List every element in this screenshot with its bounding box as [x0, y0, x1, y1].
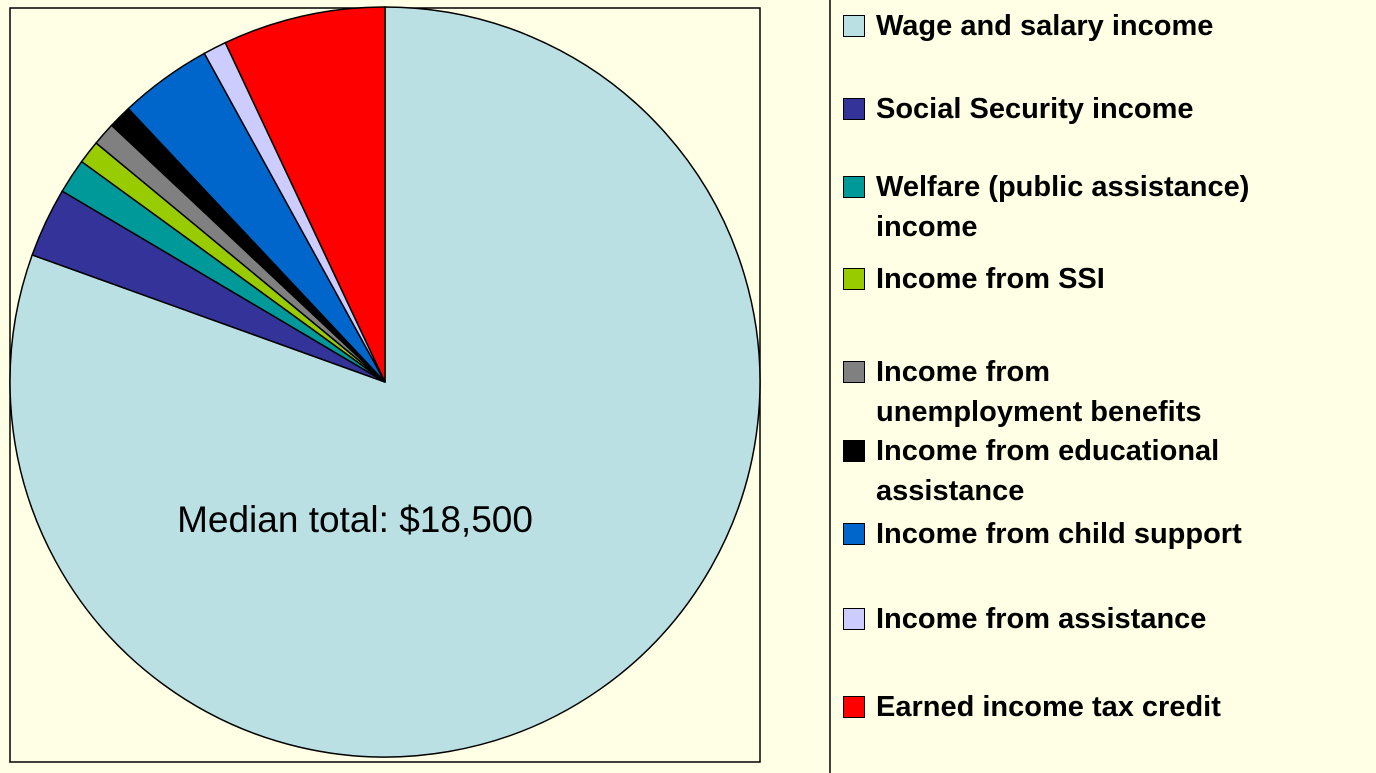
legend-swatch: [843, 696, 865, 718]
legend-item: Social Security income: [843, 89, 1376, 129]
legend-item: Income from SSI: [843, 259, 1376, 299]
legend-swatch: [843, 98, 865, 120]
legend-label: Income from unemployment benefits: [876, 356, 1202, 428]
legend-label: Income from SSI: [876, 263, 1105, 295]
legend-label: Wage and salary income: [876, 10, 1214, 42]
legend-item: Income from educational assistance: [843, 431, 1376, 511]
legend-label: Income from educational assistance: [876, 435, 1220, 507]
legend-label: Earned income tax credit: [876, 691, 1221, 723]
legend-label: Income from child support: [876, 518, 1242, 550]
legend-item: Wage and salary income: [843, 6, 1376, 46]
legend-item: Earned income tax credit: [843, 687, 1376, 727]
pie-slice: [9, 6, 761, 758]
legend-label: Income from assistance: [876, 603, 1207, 635]
annotation: Median total: $18,500: [177, 499, 533, 540]
legend-swatch: [843, 440, 865, 462]
legend-swatch: [843, 176, 865, 198]
legend-swatch: [843, 15, 865, 37]
legend-item: Welfare (public assistance) income: [843, 167, 1376, 247]
legend-swatch: [843, 361, 865, 383]
legend-swatch: [843, 608, 865, 630]
legend-label: Social Security income: [876, 93, 1194, 125]
legend-swatch: [843, 268, 865, 290]
legend-swatch: [843, 523, 865, 545]
pie-slice: [224, 6, 386, 383]
legend-label: Welfare (public assistance) income: [876, 171, 1250, 243]
legend-item: Income from unemployment benefits: [843, 352, 1376, 432]
legend-item: Income from child support: [843, 514, 1376, 554]
legend-item: Income from assistance: [843, 599, 1376, 639]
slices: [9, 6, 761, 758]
